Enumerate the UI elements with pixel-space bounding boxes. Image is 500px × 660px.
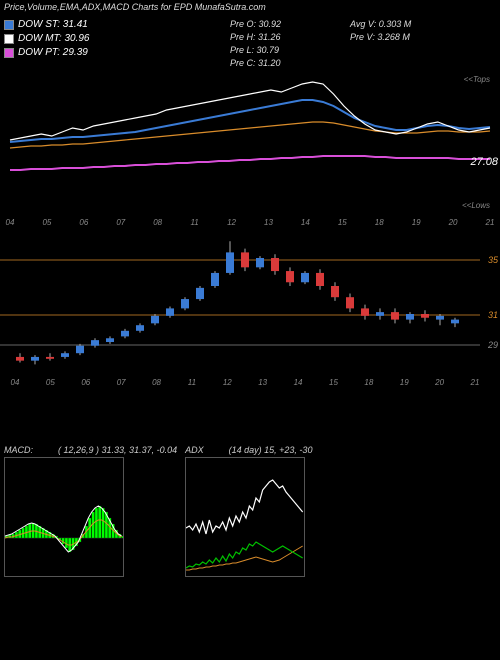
svg-text:21: 21: [485, 218, 495, 227]
macd-label: MACD:: [4, 445, 33, 455]
pre-o: Pre O: 30.92: [230, 18, 281, 31]
adx-label: ADX: [185, 445, 204, 455]
candle-chart: 3531290405060708111213141518192021: [0, 230, 500, 370]
pre-h: Pre H: 31.26: [230, 31, 281, 44]
svg-text:31: 31: [488, 310, 498, 320]
svg-text:27.08: 27.08: [469, 156, 498, 168]
svg-text:07: 07: [116, 218, 125, 227]
svg-text:<<Lows: <<Lows: [462, 201, 490, 210]
svg-text:15: 15: [338, 218, 347, 227]
svg-text:18: 18: [364, 378, 373, 387]
svg-text:04: 04: [6, 218, 15, 227]
legend: DOW ST: 31.41 DOW MT: 30.96 DOW PT: 29.3…: [4, 18, 90, 60]
svg-text:05: 05: [42, 218, 51, 227]
svg-text:11: 11: [188, 378, 196, 387]
svg-text:13: 13: [264, 218, 273, 227]
svg-text:20: 20: [434, 378, 444, 387]
swatch-st: [4, 20, 14, 30]
svg-text:08: 08: [153, 218, 162, 227]
svg-text:06: 06: [81, 378, 90, 387]
adx-header: ADX (14 day) 15, +23, -30: [185, 445, 312, 455]
svg-text:11: 11: [190, 218, 198, 227]
svg-text:13: 13: [258, 378, 267, 387]
svg-text:05: 05: [46, 378, 55, 387]
line-chart: <<Tops<<Lows27.0804050607081112131415181…: [0, 70, 500, 210]
svg-text:14: 14: [294, 378, 303, 387]
svg-text:08: 08: [152, 378, 161, 387]
chart-title: Price,Volume,EMA,ADX,MACD Charts for EPD…: [4, 2, 266, 12]
legend-text-pt: DOW PT: 29.39: [18, 46, 88, 60]
svg-text:19: 19: [400, 378, 409, 387]
svg-text:06: 06: [79, 218, 88, 227]
macd-header: MACD: ( 12,26,9 ) 31.33, 31.37, -0.04: [4, 445, 177, 455]
adx-col: ADX (14 day) 15, +23, -30: [185, 445, 312, 577]
adx-box: [185, 457, 305, 577]
macd-col: MACD: ( 12,26,9 ) 31.33, 31.37, -0.04: [4, 445, 177, 577]
indicator-row: MACD: ( 12,26,9 ) 31.33, 31.37, -0.04 AD…: [4, 445, 496, 577]
svg-text:14: 14: [301, 218, 310, 227]
svg-text:04: 04: [11, 378, 20, 387]
swatch-pt: [4, 48, 14, 58]
legend-row-pt: DOW PT: 29.39: [4, 46, 90, 60]
macd-box: [4, 457, 124, 577]
macd-params: ( 12,26,9 ) 31.33, 31.37, -0.04: [58, 445, 177, 455]
svg-text:21: 21: [470, 378, 480, 387]
legend-text-mt: DOW MT: 30.96: [18, 32, 90, 46]
svg-text:19: 19: [412, 218, 421, 227]
svg-text:12: 12: [227, 218, 236, 227]
info-col-2: Avg V: 0.303 M Pre V: 3.268 M: [350, 18, 411, 44]
svg-text:18: 18: [375, 218, 384, 227]
pre-c: Pre C: 31.20: [230, 57, 281, 70]
svg-text:07: 07: [117, 378, 126, 387]
svg-text:20: 20: [448, 218, 458, 227]
swatch-mt: [4, 34, 14, 44]
svg-text:29: 29: [487, 340, 498, 350]
adx-params: (14 day) 15, +23, -30: [229, 445, 313, 455]
svg-text:35: 35: [488, 255, 499, 265]
pre-v: Pre V: 3.268 M: [350, 31, 411, 44]
svg-text:<<Tops: <<Tops: [464, 75, 490, 84]
svg-text:12: 12: [223, 378, 232, 387]
svg-text:15: 15: [329, 378, 338, 387]
legend-text-st: DOW ST: 31.41: [18, 18, 88, 32]
legend-row-mt: DOW MT: 30.96: [4, 32, 90, 46]
avg-v: Avg V: 0.303 M: [350, 18, 411, 31]
legend-row-st: DOW ST: 31.41: [4, 18, 90, 32]
pre-l: Pre L: 30.79: [230, 44, 281, 57]
info-col-1: Pre O: 30.92 Pre H: 31.26 Pre L: 30.79 P…: [230, 18, 281, 70]
